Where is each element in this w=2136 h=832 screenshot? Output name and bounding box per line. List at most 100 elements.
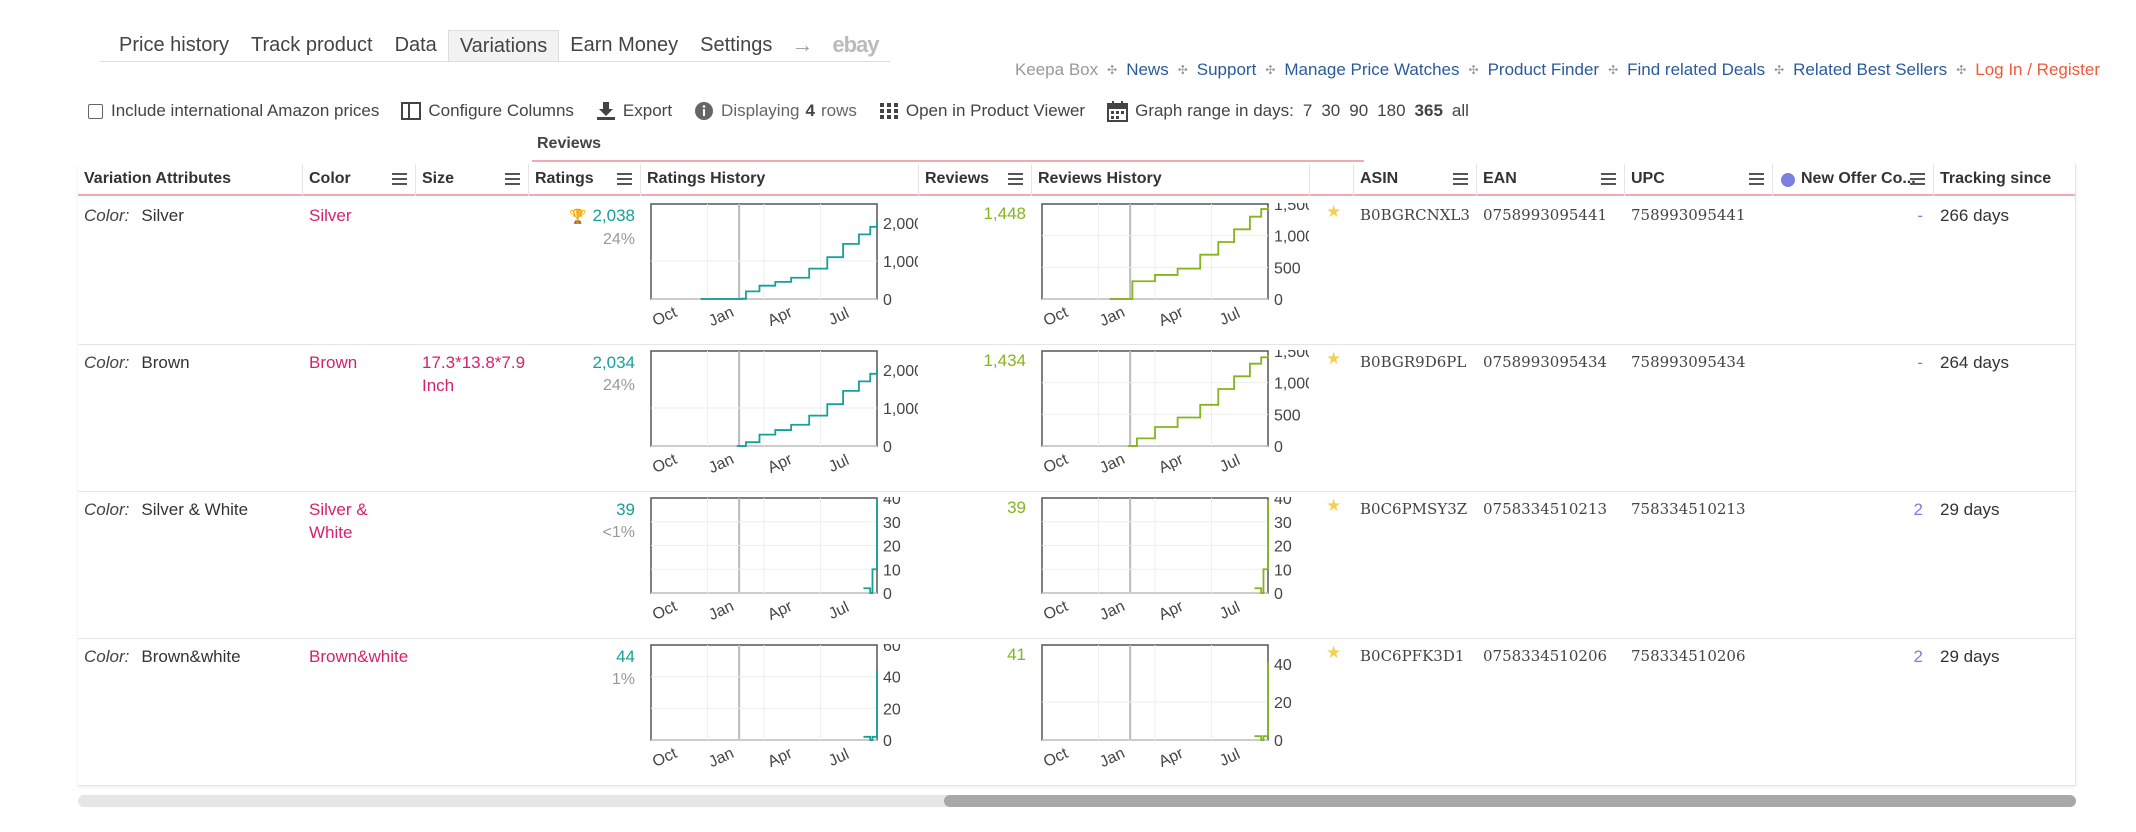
ratings-percent: 24% bbox=[602, 377, 635, 394]
brand-keepa-box[interactable]: Keepa Box bbox=[1014, 60, 1099, 79]
col-tracking-since[interactable]: Tracking since bbox=[1940, 170, 2052, 187]
range-30[interactable]: 30 bbox=[1321, 101, 1341, 120]
col-color[interactable]: Color bbox=[303, 164, 416, 196]
column-menu-icon[interactable] bbox=[1008, 173, 1023, 185]
range-180[interactable]: 180 bbox=[1377, 101, 1406, 120]
ratings-sparkline: 40 30 20 10 0 Oct Jan Apr Jul bbox=[650, 497, 901, 622]
open-product-viewer-label: Open in Product Viewer bbox=[905, 101, 1086, 120]
favorite-star-icon[interactable]: ★ bbox=[1326, 496, 1342, 515]
favorite-star-icon[interactable]: ★ bbox=[1326, 349, 1342, 368]
sparkline-tick-label: 60 bbox=[883, 644, 901, 655]
col-size[interactable]: Size bbox=[416, 164, 529, 196]
intl-prices-toggle[interactable]: Include international Amazon prices bbox=[88, 101, 379, 121]
color-value[interactable]: Brown bbox=[309, 353, 358, 372]
sparkline-month-label: Oct bbox=[650, 304, 680, 328]
column-menu-icon[interactable] bbox=[1453, 173, 1468, 185]
range-365[interactable]: 365 bbox=[1414, 101, 1443, 120]
asin-value[interactable]: B0BGRCNXL3 bbox=[1360, 206, 1470, 224]
sparkline-month-label: Oct bbox=[650, 598, 680, 622]
horizontal-scrollbar[interactable] bbox=[78, 795, 2076, 807]
attr-value: Brown&white bbox=[141, 647, 241, 666]
new-offer-count[interactable]: 2 bbox=[1913, 647, 1923, 666]
new-offer-count[interactable]: 2 bbox=[1913, 500, 1923, 519]
ratings-value: 🏆 2,038 bbox=[529, 204, 635, 228]
column-menu-icon[interactable] bbox=[1601, 173, 1616, 185]
link-related-best-sellers[interactable]: Related Best Sellers bbox=[1793, 60, 1948, 79]
attr-key: Color: bbox=[84, 500, 130, 519]
column-menu-icon[interactable] bbox=[1910, 173, 1925, 185]
reviews-sparkline: 40 20 0 Oct Jan Apr Jul bbox=[1041, 644, 1292, 769]
tab-data[interactable]: Data bbox=[394, 34, 437, 56]
new-offer-count[interactable]: - bbox=[1917, 206, 1923, 225]
tab-track-product[interactable]: Track product bbox=[251, 34, 373, 56]
separator-icon: ✣ bbox=[1468, 63, 1479, 77]
sparkline-month-label: Apr bbox=[765, 451, 795, 475]
sparkline-tick-label: 0 bbox=[1274, 292, 1283, 309]
ratings-percent: <1% bbox=[602, 524, 635, 541]
graph-range-label: Graph range in days: bbox=[1135, 101, 1294, 120]
col-ratings-history[interactable]: Ratings History bbox=[641, 164, 919, 196]
sparkline-tick-label: 20 bbox=[883, 701, 901, 718]
sparkline-month-label: Jan bbox=[706, 745, 737, 769]
col-star[interactable] bbox=[1310, 164, 1354, 196]
sparkline-tick-label: 40 bbox=[1274, 497, 1292, 508]
ean-value: 0758334510213 bbox=[1483, 500, 1608, 518]
col-reviews-history[interactable]: Reviews History bbox=[1032, 164, 1310, 196]
asin-value[interactable]: B0C6PFK3D1 bbox=[1360, 647, 1465, 665]
column-menu-icon[interactable] bbox=[617, 173, 632, 185]
ean-value: 0758334510206 bbox=[1483, 647, 1608, 665]
tab-earn-money[interactable]: Earn Money bbox=[570, 34, 679, 56]
separator-icon: ✣ bbox=[1774, 63, 1785, 77]
link-product-finder[interactable]: Product Finder bbox=[1487, 60, 1600, 79]
sparkline-tick-label: 0 bbox=[1274, 733, 1283, 750]
sparkline-tick-label: 0 bbox=[883, 733, 892, 750]
col-reviews[interactable]: Reviews bbox=[919, 164, 1032, 196]
color-value[interactable]: Brown&white bbox=[309, 647, 409, 666]
tab-price-history[interactable]: Price history bbox=[119, 34, 230, 56]
sparkline-month-label: Oct bbox=[650, 451, 680, 475]
favorite-star-icon[interactable]: ★ bbox=[1326, 202, 1342, 221]
intl-prices-checkbox[interactable] bbox=[88, 103, 103, 119]
color-value[interactable]: Silver bbox=[309, 206, 352, 225]
column-menu-icon[interactable] bbox=[505, 173, 520, 185]
col-ean[interactable]: EAN bbox=[1477, 164, 1625, 196]
tab-settings[interactable]: Settings bbox=[700, 34, 773, 56]
link-find-related-deals[interactable]: Find related Deals bbox=[1627, 60, 1766, 79]
column-menu-icon[interactable] bbox=[1749, 173, 1764, 185]
open-product-viewer-button[interactable]: Open in Product Viewer bbox=[879, 101, 1085, 121]
favorite-star-icon[interactable]: ★ bbox=[1326, 643, 1342, 662]
asin-value[interactable]: B0BGR9D6PL bbox=[1360, 353, 1467, 371]
configure-columns-button[interactable]: Configure Columns bbox=[401, 101, 574, 121]
column-menu-icon[interactable] bbox=[392, 173, 407, 185]
tab-ebay[interactable]: ebay bbox=[832, 32, 879, 57]
col-ratings[interactable]: Ratings bbox=[529, 164, 641, 196]
new-offer-count[interactable]: - bbox=[1917, 353, 1923, 372]
sparkline-tick-label: 500 bbox=[1274, 260, 1301, 277]
range-90[interactable]: 90 bbox=[1349, 101, 1369, 120]
sparkline-tick-label: 40 bbox=[883, 670, 901, 687]
link-login-register[interactable]: Log In / Register bbox=[1975, 60, 2100, 79]
link-support[interactable]: Support bbox=[1196, 60, 1257, 79]
range-all[interactable]: all bbox=[1451, 101, 1469, 120]
calendar-icon bbox=[1107, 100, 1129, 122]
col-new-offer-count[interactable]: New Offer Co... bbox=[1773, 164, 1934, 196]
link-news[interactable]: News bbox=[1126, 60, 1169, 79]
ratings-cell: 🏆 2,038 24% bbox=[529, 204, 635, 251]
color-value[interactable]: Silver & White bbox=[309, 500, 368, 542]
col-asin[interactable]: ASIN bbox=[1354, 164, 1477, 196]
scrollbar-thumb[interactable] bbox=[944, 795, 2076, 807]
info-icon bbox=[695, 102, 714, 120]
attr-value: Silver bbox=[141, 206, 184, 225]
variation-attributes: Color: Brown bbox=[84, 353, 190, 373]
tab-variations[interactable]: Variations bbox=[447, 30, 560, 61]
col-upc[interactable]: UPC bbox=[1625, 164, 1773, 196]
graph-range: Graph range in days: 7 30 90 180 365 all bbox=[1107, 100, 1469, 122]
export-button[interactable]: Export bbox=[596, 101, 672, 121]
attr-value: Silver & White bbox=[141, 500, 249, 519]
link-manage-price-watches[interactable]: Manage Price Watches bbox=[1284, 60, 1460, 79]
sparkline-month-label: Apr bbox=[765, 745, 795, 769]
range-7[interactable]: 7 bbox=[1302, 101, 1313, 120]
col-variation-attributes[interactable]: Variation Attributes bbox=[78, 164, 303, 196]
asin-value[interactable]: B0C6PMSY3Z bbox=[1360, 500, 1468, 518]
table-row: Color: Brown&white Brown&white 44 1% 60 40 20 0 O… bbox=[78, 639, 2075, 786]
